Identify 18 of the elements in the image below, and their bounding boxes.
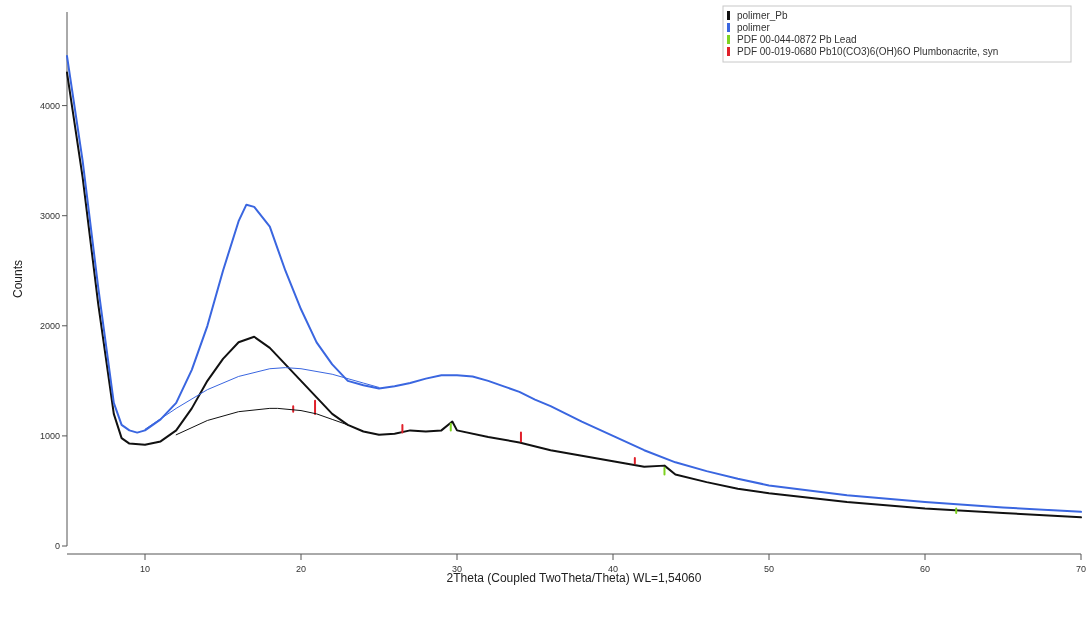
x-axis-title: 2Theta (Coupled TwoTheta/Theta) WL=1,54060 xyxy=(446,571,702,585)
legend-label: polimer xyxy=(737,22,771,33)
x-tick-label: 40 xyxy=(607,564,619,574)
y-tick-label: 4000 xyxy=(39,100,60,111)
y-tick-label: 0 xyxy=(54,541,60,551)
x-tick-label: 60 xyxy=(919,564,931,574)
y-tick-label: 3000 xyxy=(39,210,60,221)
legend-label: PDF 00-019-0680 Pb10(CO3)6(OH)6O Plumbonacrite, syn xyxy=(737,46,999,57)
legend-label: PDF 00-044-0872 Pb Lead xyxy=(737,34,857,45)
x-tick-label: 20 xyxy=(295,564,307,574)
y-tick-label: 2000 xyxy=(39,320,60,331)
x-tick-label: 30 xyxy=(451,564,463,574)
x-tick-label: 10 xyxy=(139,564,151,574)
legend-label: polimer_Pb xyxy=(737,10,789,21)
y-tick-label: 1000 xyxy=(39,430,60,441)
x-tick-label: 70 xyxy=(1075,564,1087,574)
y-axis-title: Counts xyxy=(11,259,25,299)
x-tick-label: 50 xyxy=(763,564,775,574)
